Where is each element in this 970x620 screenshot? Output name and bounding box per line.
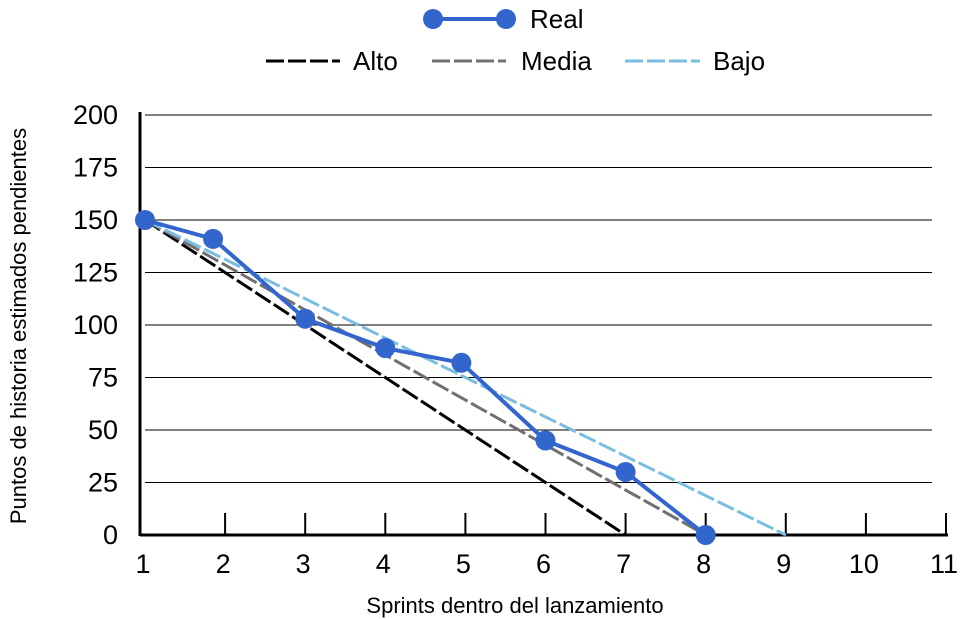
data-point-real [375, 338, 396, 359]
x-tick-label: 8 [696, 549, 711, 579]
data-point-real [451, 352, 472, 373]
y-tick-label: 200 [73, 100, 118, 130]
x-tick-label: 6 [536, 549, 551, 579]
data-point-real [135, 210, 155, 230]
x-tick-label: 5 [456, 549, 471, 579]
y-tick-label: 175 [73, 153, 118, 183]
x-tick-label: 10 [849, 549, 879, 579]
data-point-real [295, 308, 316, 329]
legend-marker-real [423, 9, 443, 29]
data-point-real [535, 430, 556, 451]
x-tick-label: 1 [135, 549, 150, 579]
legend-label-real: Real [530, 4, 583, 34]
y-tick-label: 0 [103, 520, 118, 550]
x-tick-label: 4 [376, 549, 391, 579]
series-line-alto [144, 218, 627, 537]
y-tick-label: 100 [73, 310, 118, 340]
y-axis-title: Puntos de historia estimados pendientes [6, 128, 31, 524]
legend-marker-real [496, 9, 516, 29]
x-axis-title: Sprints dentro del lanzamiento [366, 593, 663, 618]
y-tick-label: 25 [88, 468, 118, 498]
axes [138, 112, 948, 537]
legend-label-media: Media [521, 46, 592, 76]
x-tick-label: 11 [930, 549, 958, 579]
data-point-real [615, 462, 636, 482]
gridlines [145, 114, 932, 483]
x-tick-label: 2 [216, 549, 231, 579]
x-tick-labels: 1 2 3 4 5 6 7 8 9 10 11 [135, 549, 958, 579]
series-lines [135, 210, 787, 545]
y-tick-label: 150 [73, 205, 118, 235]
data-point-real [203, 228, 224, 249]
series-line-media [144, 218, 707, 537]
y-tick-label: 75 [88, 363, 118, 393]
data-point-real [695, 525, 716, 545]
x-tick-label: 9 [776, 549, 791, 579]
y-tick-label: 50 [88, 415, 118, 445]
y-tick-labels: 0 25 50 75 100 125 150 175 200 [73, 100, 118, 550]
legend: Real Alto Media Bajo [266, 4, 765, 76]
x-tick-label: 7 [616, 549, 631, 579]
x-tick-label: 3 [296, 549, 311, 579]
y-tick-label: 125 [73, 258, 118, 288]
legend-label-bajo: Bajo [713, 46, 765, 76]
legend-label-alto: Alto [353, 46, 398, 76]
series-line-real [144, 218, 707, 537]
